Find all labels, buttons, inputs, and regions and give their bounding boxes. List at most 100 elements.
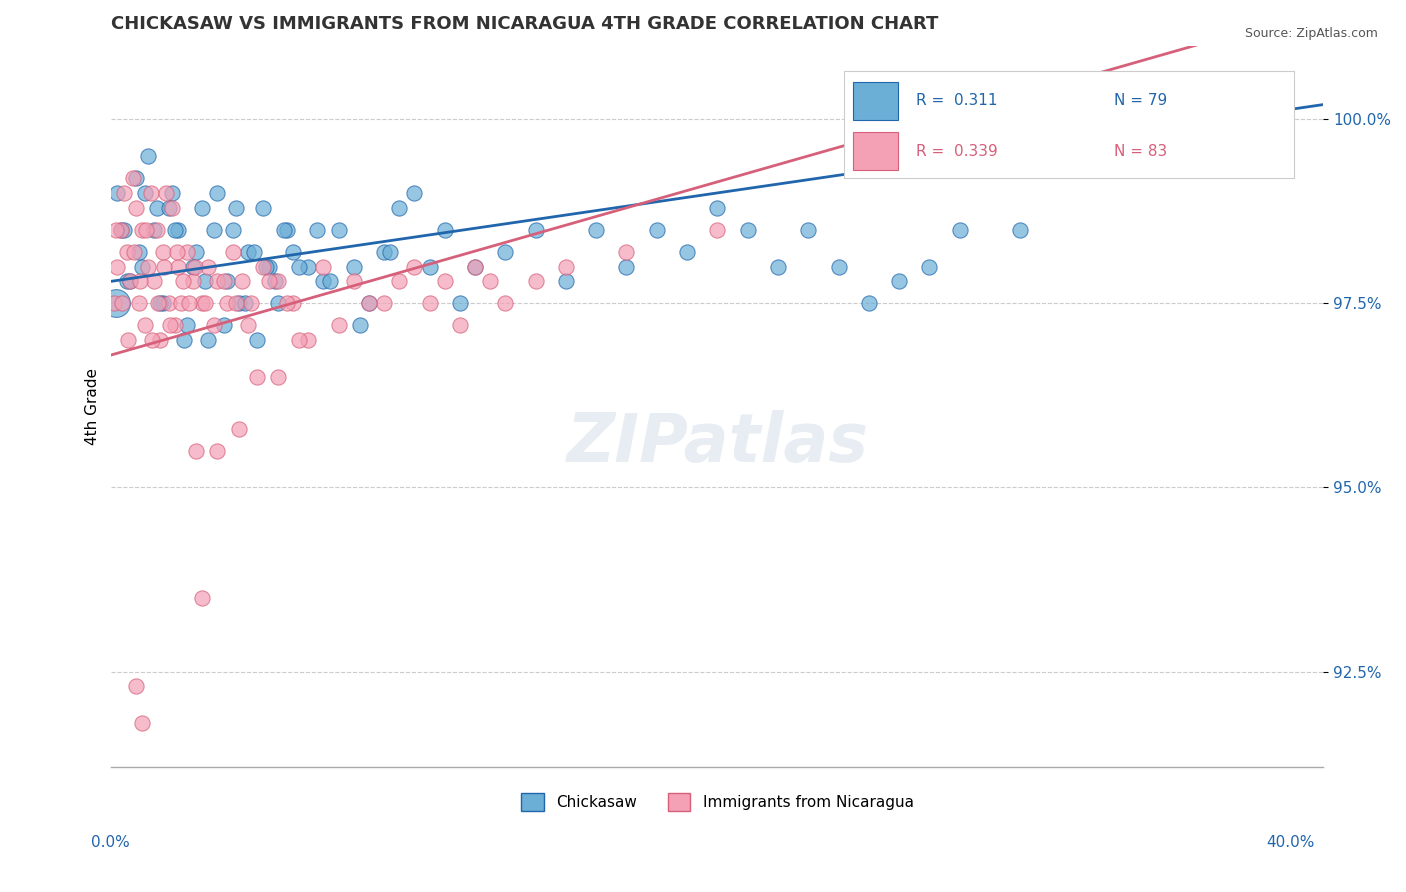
Point [479, 274, 502, 288]
Point [887, 274, 910, 288]
Point [228, 296, 250, 310]
Point [115, 274, 138, 288]
Point [418, 260, 440, 274]
Point [221, 244, 243, 259]
Point [160, 186, 183, 200]
Point [142, 223, 165, 237]
Point [257, 260, 280, 274]
Point [616, 244, 638, 259]
Point [118, 274, 141, 288]
Point [173, 333, 195, 347]
Point [949, 223, 972, 237]
Point [107, 260, 129, 274]
Point [152, 296, 174, 310]
Point [167, 223, 190, 237]
Point [166, 244, 188, 259]
Point [827, 260, 849, 274]
Point [172, 274, 194, 288]
Point [197, 260, 219, 274]
Point [131, 716, 153, 731]
Text: Source: ZipAtlas.com: Source: ZipAtlas.com [1244, 27, 1378, 40]
Point [215, 296, 238, 310]
Point [312, 274, 335, 288]
Point [159, 318, 181, 333]
Point [135, 223, 157, 237]
Point [212, 318, 235, 333]
Point [112, 223, 135, 237]
Point [252, 201, 274, 215]
FancyBboxPatch shape [852, 132, 897, 169]
Point [157, 201, 180, 215]
Point [194, 296, 217, 310]
Point [388, 274, 411, 288]
Point [236, 244, 259, 259]
Point [349, 318, 371, 333]
Point [181, 274, 204, 288]
Point [246, 370, 269, 384]
Point [373, 296, 395, 310]
Point [191, 591, 214, 605]
FancyBboxPatch shape [852, 82, 897, 120]
Point [181, 260, 204, 274]
Point [343, 260, 366, 274]
Point [207, 274, 229, 288]
Point [273, 223, 295, 237]
Point [373, 244, 395, 259]
Point [142, 274, 165, 288]
Point [676, 244, 699, 259]
Point [243, 244, 266, 259]
Point [128, 296, 150, 310]
Point [554, 274, 576, 288]
Point [918, 260, 941, 274]
Point [163, 318, 186, 333]
Point [616, 260, 638, 274]
Point [297, 260, 319, 274]
Point [267, 296, 290, 310]
Point [1010, 223, 1032, 237]
Point [176, 318, 198, 333]
Point [136, 149, 159, 163]
Point [524, 274, 547, 288]
Text: ZIPatlas: ZIPatlas [567, 409, 869, 475]
Point [524, 223, 547, 237]
Point [388, 201, 411, 215]
Point [160, 201, 183, 215]
Point [152, 244, 174, 259]
Point [215, 274, 238, 288]
Point [257, 274, 280, 288]
Point [357, 296, 380, 310]
Point [276, 296, 298, 310]
Point [207, 186, 229, 200]
Point [136, 260, 159, 274]
Point [134, 186, 156, 200]
Point [118, 274, 141, 288]
Point [141, 333, 163, 347]
Point [170, 296, 193, 310]
Point [176, 244, 198, 259]
Point [283, 296, 305, 310]
Point [197, 333, 219, 347]
Point [124, 171, 146, 186]
Point [131, 223, 153, 237]
Point [117, 333, 139, 347]
Point [645, 223, 668, 237]
Point [464, 260, 486, 274]
Point [225, 296, 247, 310]
Point [554, 260, 576, 274]
Point [254, 260, 277, 274]
Point [191, 201, 214, 215]
Point [357, 296, 380, 310]
Point [858, 296, 880, 310]
Point [797, 223, 820, 237]
Point [378, 244, 401, 259]
Point [129, 274, 152, 288]
Point [267, 274, 290, 288]
Point [449, 318, 471, 333]
Text: R =  0.339: R = 0.339 [915, 145, 997, 159]
Point [449, 296, 471, 310]
Point [706, 201, 728, 215]
Point [204, 223, 226, 237]
Y-axis label: 4th Grade: 4th Grade [86, 368, 100, 445]
Point [228, 421, 250, 435]
Point [267, 370, 290, 384]
